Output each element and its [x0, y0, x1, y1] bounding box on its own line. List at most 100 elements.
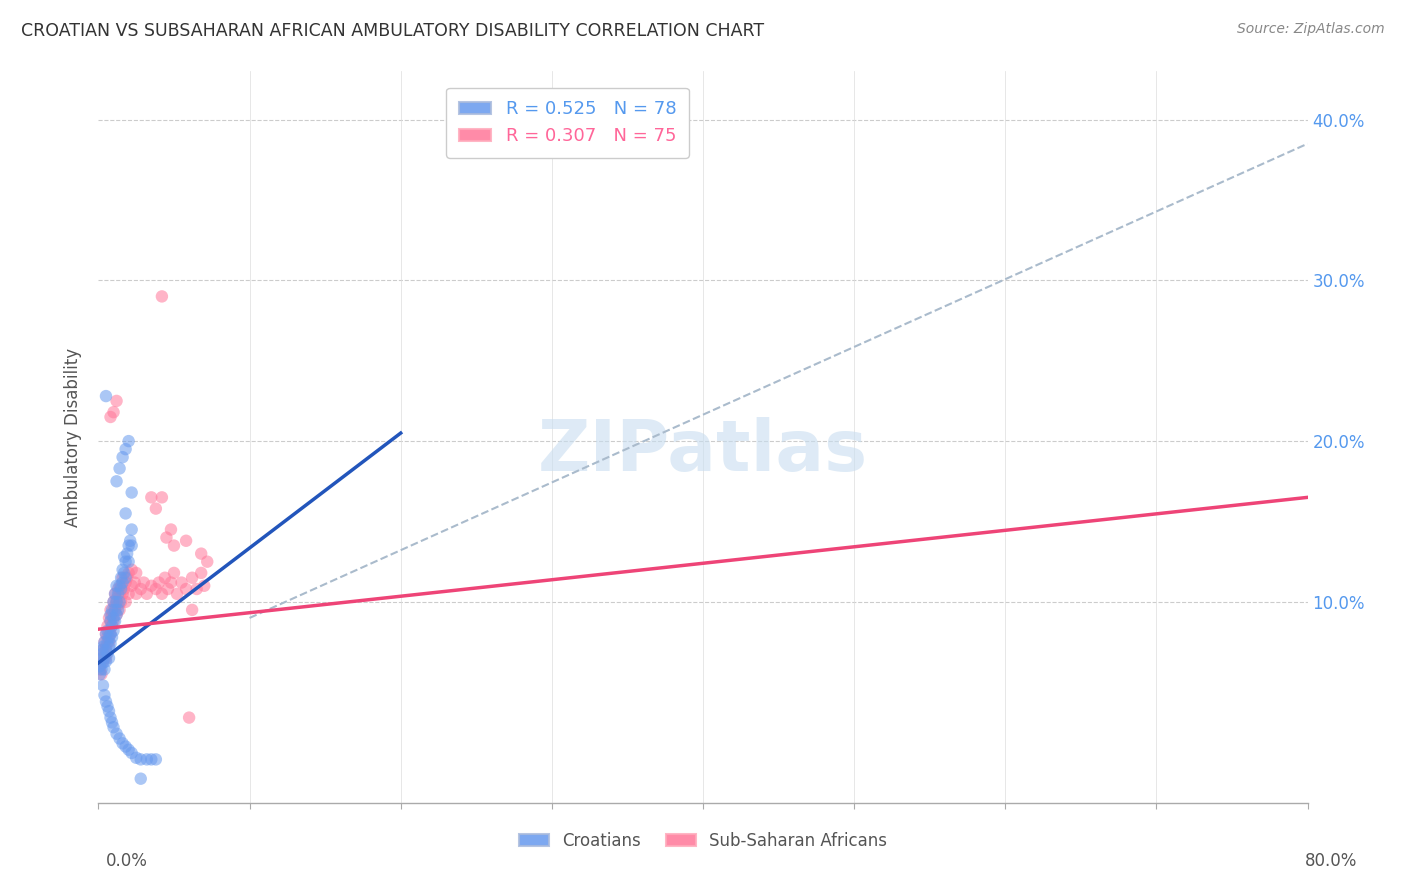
Point	[98, 640, 121, 654]
Point	[163, 539, 186, 553]
Point	[105, 595, 128, 609]
Point	[118, 743, 141, 757]
Point	[125, 751, 148, 765]
Point	[141, 579, 163, 593]
Point	[148, 575, 170, 590]
Point	[145, 582, 167, 596]
Point	[90, 662, 112, 676]
Point	[98, 651, 121, 665]
Point	[155, 531, 177, 545]
Point	[112, 582, 135, 596]
Point	[89, 659, 111, 673]
Point	[111, 571, 134, 585]
Point	[110, 579, 132, 593]
Point	[114, 739, 136, 754]
Point	[96, 619, 118, 633]
Point	[93, 688, 115, 702]
Point	[93, 635, 115, 649]
Point	[101, 619, 124, 633]
Point	[101, 603, 124, 617]
Point	[114, 507, 136, 521]
Point	[121, 539, 143, 553]
Point	[100, 710, 122, 724]
Point	[129, 752, 152, 766]
Point	[120, 533, 142, 548]
Point	[190, 547, 212, 561]
Point	[101, 630, 124, 644]
Point	[108, 579, 131, 593]
Point	[110, 582, 132, 596]
Point	[100, 627, 122, 641]
Point	[90, 656, 112, 670]
Point	[91, 646, 114, 660]
Point	[105, 591, 128, 606]
Point	[94, 651, 117, 665]
Point	[105, 579, 128, 593]
Point	[156, 582, 179, 596]
Point	[115, 571, 138, 585]
Point	[114, 571, 136, 585]
Y-axis label: Ambulatory Disability: Ambulatory Disability	[65, 348, 83, 526]
Point	[104, 603, 127, 617]
Point	[90, 667, 112, 681]
Point	[103, 611, 125, 625]
Point	[105, 727, 128, 741]
Point	[141, 752, 163, 766]
Point	[96, 646, 118, 660]
Point	[145, 501, 167, 516]
Point	[190, 566, 212, 580]
Point	[91, 640, 114, 654]
Point	[93, 662, 115, 676]
Point	[108, 587, 131, 601]
Text: 0.0%: 0.0%	[105, 852, 148, 870]
Point	[112, 549, 135, 564]
Point	[129, 772, 152, 786]
Point	[170, 575, 193, 590]
Point	[174, 582, 197, 596]
Point	[94, 643, 117, 657]
Point	[111, 563, 134, 577]
Point	[98, 704, 121, 718]
Point	[129, 582, 152, 596]
Point	[114, 595, 136, 609]
Point	[93, 646, 115, 660]
Point	[125, 587, 148, 601]
Point	[121, 746, 143, 760]
Point	[118, 434, 141, 449]
Point	[112, 566, 135, 580]
Point	[103, 405, 125, 419]
Point	[135, 587, 157, 601]
Point	[163, 566, 186, 580]
Point	[124, 575, 146, 590]
Point	[179, 710, 201, 724]
Point	[93, 635, 115, 649]
Point	[91, 651, 114, 665]
Point	[111, 587, 134, 601]
Point	[160, 575, 183, 590]
Point	[160, 523, 183, 537]
Point	[100, 603, 122, 617]
Point	[114, 555, 136, 569]
Point	[110, 571, 132, 585]
Point	[107, 603, 129, 617]
Point	[100, 637, 122, 651]
Point	[103, 595, 125, 609]
Point	[135, 752, 157, 766]
Point	[174, 533, 197, 548]
Point	[186, 582, 208, 596]
Point	[150, 491, 173, 505]
Point	[193, 579, 215, 593]
Point	[150, 587, 173, 601]
Text: 80.0%: 80.0%	[1305, 852, 1357, 870]
Point	[114, 442, 136, 457]
Point	[94, 694, 117, 708]
Point	[107, 598, 129, 612]
Point	[91, 678, 114, 692]
Point	[98, 611, 121, 625]
Point	[101, 715, 124, 730]
Point	[111, 450, 134, 465]
Point	[118, 587, 141, 601]
Point	[98, 635, 121, 649]
Point	[100, 614, 122, 628]
Point	[103, 624, 125, 638]
